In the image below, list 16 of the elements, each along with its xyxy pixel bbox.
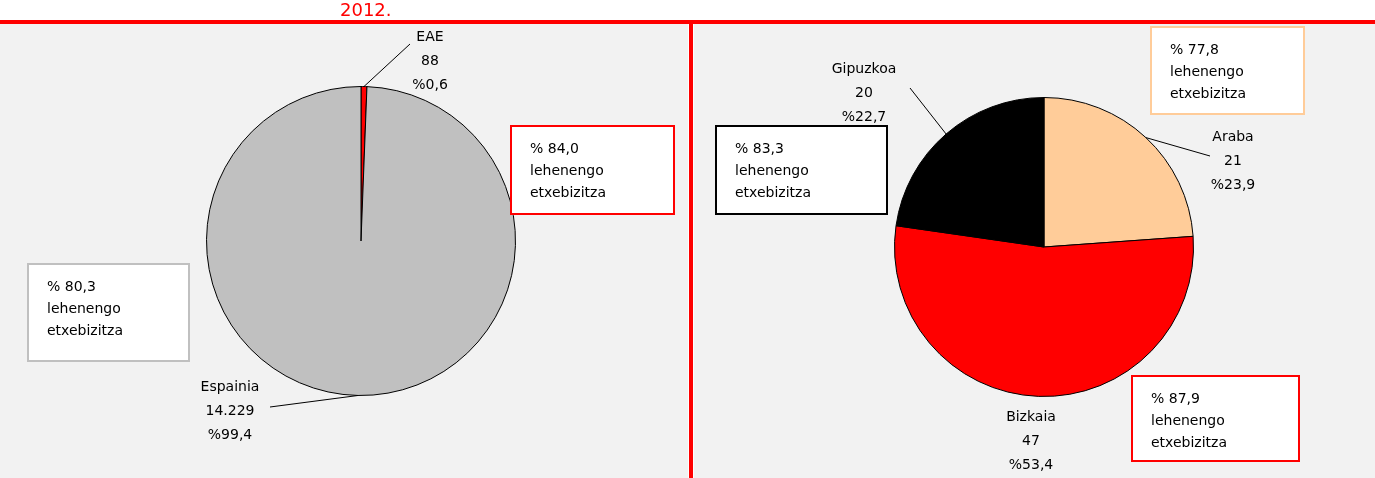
data-label: 21 %23,9: [1210, 151, 1256, 192]
slice-label: Bizkaia: [1006, 407, 1056, 424]
slice-label: Espainia: [200, 377, 260, 394]
slice-label: EAE: [416, 27, 444, 44]
text: % 83,3 lehenengo etxebizitza: [735, 140, 812, 200]
chart-title: 2012.: [340, 0, 392, 20]
text: % 80,3 lehenengo etxebizitza: [47, 278, 124, 338]
text: % 84,0 lehenengo etxebizitza: [530, 140, 607, 200]
text: % 87,9 lehenengo etxebizitza: [1151, 390, 1228, 450]
data-label: 20 %22,7: [841, 83, 887, 124]
data-label: 47 %53,4: [1008, 431, 1054, 472]
data-label: 14.229 %99,4: [205, 401, 255, 442]
text: % 77,8 lehenengo etxebizitza: [1170, 41, 1247, 101]
data-label: 88 %0,6: [412, 51, 448, 92]
slice-label: Araba: [1212, 127, 1254, 144]
slice-label: Gipuzkoa: [831, 59, 897, 76]
